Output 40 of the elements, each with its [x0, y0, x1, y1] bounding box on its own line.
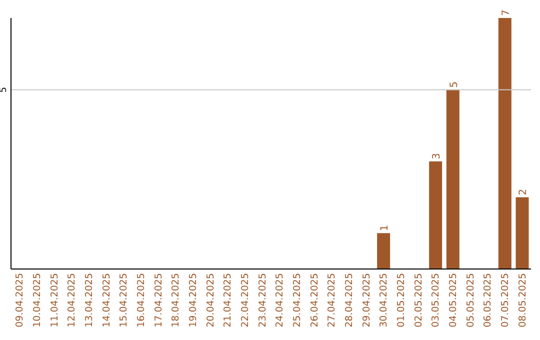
x-tick-label: 01.05.2025 [396, 273, 407, 328]
x-tick-label: 06.05.2025 [482, 273, 494, 328]
x-tick-label: 12.04.2025 [66, 273, 78, 328]
bar [377, 233, 390, 269]
data-label: 1 [380, 224, 391, 232]
data-label: 2 [518, 188, 530, 196]
x-tick-label: 17.04.2025 [153, 273, 164, 328]
x-tick-label: 21.04.2025 [222, 273, 234, 328]
bar [498, 18, 512, 269]
x-tick-label: 09.04.2025 [14, 273, 26, 328]
x-tick-label: 10.04.2025 [32, 273, 43, 328]
x-tick-label: 23.04.2025 [257, 273, 268, 328]
x-tick-label: 15.04.2025 [118, 273, 130, 328]
x-tick-label: 14.04.2025 [101, 273, 112, 328]
bar [516, 197, 529, 269]
bar [446, 90, 460, 269]
x-tick-label: 08.05.2025 [517, 273, 528, 328]
x-tick-label: 29.04.2025 [361, 273, 372, 328]
x-tick-label: 27.04.2025 [326, 273, 338, 328]
data-label: 5 [448, 81, 460, 88]
x-tick-label: 22.04.2025 [240, 273, 251, 328]
data-label: 7 [500, 10, 512, 16]
x-tick-label: 18.04.2025 [170, 273, 182, 328]
data-label: 3 [432, 153, 443, 160]
x-tick-label: 20.04.2025 [205, 273, 216, 328]
x-tick-label: 07.05.2025 [500, 273, 511, 328]
x-tick-label: 30.04.2025 [378, 273, 390, 328]
x-tick-label: 05.05.2025 [465, 273, 476, 328]
x-tick-label: 03.05.2025 [430, 273, 442, 328]
x-tick-label: 11.04.2025 [49, 273, 60, 328]
x-tick-label: 28.04.2025 [344, 273, 355, 328]
x-tick-label: 02.05.2025 [413, 273, 424, 328]
x-tick-label: 13.04.2025 [84, 273, 95, 328]
x-tick-label: 24.04.2025 [274, 273, 286, 328]
x-tick-label: 19.04.2025 [188, 273, 199, 328]
x-tick-label: 04.05.2025 [448, 273, 459, 328]
bar [429, 161, 442, 269]
x-tick-label: 16.04.2025 [136, 273, 147, 328]
x-tick-label: 25.04.2025 [292, 273, 303, 328]
x-tick-label: 26.04.2025 [309, 273, 320, 328]
